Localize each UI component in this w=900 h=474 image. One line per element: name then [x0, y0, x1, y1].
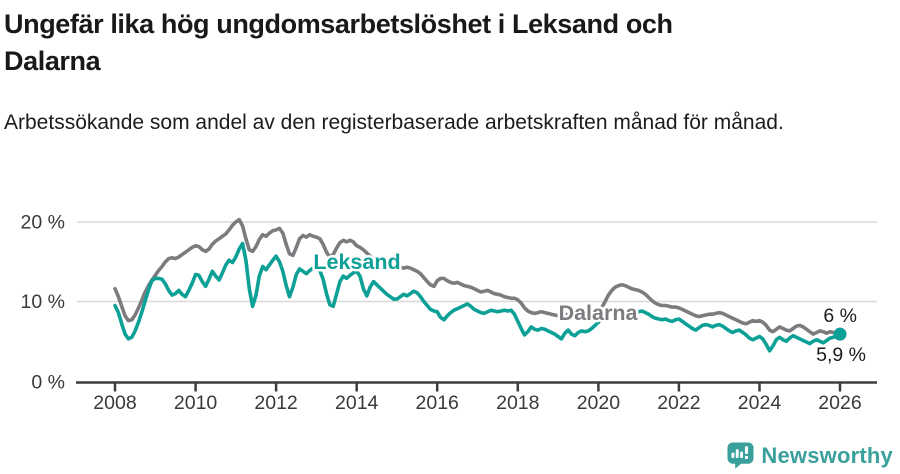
x-tick-label: 2018 [496, 392, 539, 414]
x-tick-label: 2020 [577, 392, 621, 414]
page-title: Ungefär lika hög ungdomsarbetslöshet i L… [4, 9, 673, 76]
bar-chart-glyph [731, 446, 749, 459]
gridlines [77, 221, 877, 303]
y-axis-labels: 0 % 10 % 20 % [21, 212, 65, 394]
line-chart: Leksand Dalarna 6 % 5,9 % 2008 2010 2012 20… [21, 212, 877, 414]
series-label-dalarna: Dalarna [559, 301, 639, 325]
newsworthy-icon [727, 442, 754, 469]
end-label-dalarna: 6 % [823, 305, 857, 327]
x-tick-label: 2012 [254, 392, 297, 414]
x-tick-label: 2008 [93, 392, 136, 414]
chart-card: Ungefär lika hög ungdomsarbetslöshet i L… [0, 0, 900, 139]
x-tick-label: 2010 [174, 392, 218, 414]
x-axis-labels: 2008 2010 2012 2014 2016 2018 2020 2022 2024 2026 [93, 392, 861, 414]
newsworthy-logo: Newsworthy [727, 442, 893, 469]
x-tick-label: 2016 [416, 392, 459, 414]
line-leksand [113, 241, 842, 353]
y-tick-label-20: 20 % [21, 212, 65, 234]
end-label-leksand: 5,9 % [816, 344, 866, 366]
endpoint-dot-leksand [833, 327, 847, 341]
x-tick-label: 2024 [738, 392, 782, 414]
x-axis-ticks [113, 383, 842, 392]
page-subtitle: Arbetssökande som andel av den registerb… [4, 111, 784, 134]
x-tick-label: 2022 [657, 392, 700, 414]
newsworthy-wordmark: Newsworthy [761, 442, 893, 468]
series-lines [113, 217, 842, 353]
x-tick-label: 2026 [818, 392, 861, 414]
series-label-leksand: Leksand [313, 250, 400, 274]
x-tick-label: 2014 [335, 392, 379, 414]
y-tick-label-0: 0 % [31, 372, 65, 394]
line-dalarna [113, 217, 842, 336]
y-tick-label-10: 10 % [21, 291, 65, 313]
